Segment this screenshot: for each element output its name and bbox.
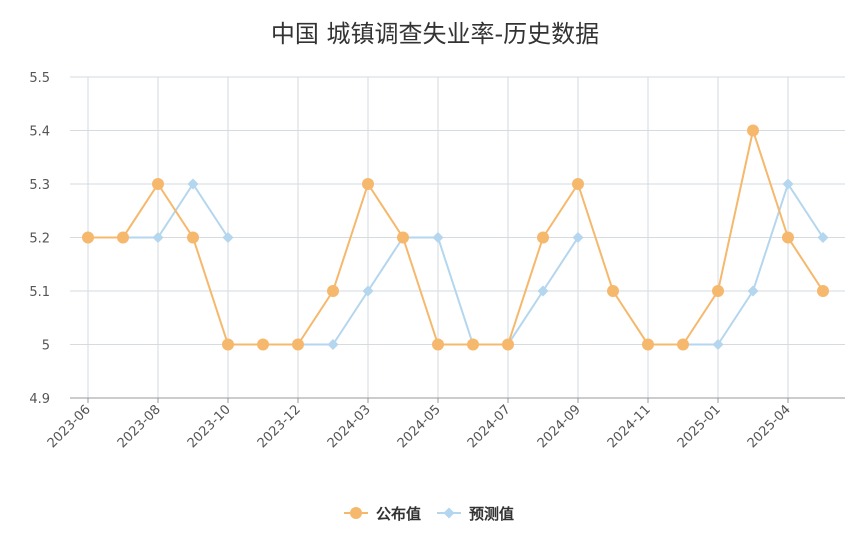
series-forecast bbox=[82, 178, 829, 350]
y-tick-label: 5.1 bbox=[29, 285, 50, 300]
data-point[interactable] bbox=[642, 338, 654, 351]
data-point[interactable] bbox=[747, 124, 759, 137]
data-point[interactable] bbox=[502, 338, 514, 351]
y-tick-label: 4.9 bbox=[29, 392, 50, 407]
data-point[interactable] bbox=[782, 178, 794, 190]
data-point[interactable] bbox=[257, 338, 269, 351]
data-point[interactable] bbox=[222, 338, 234, 351]
legend-label: 公布值 bbox=[376, 505, 421, 523]
data-point[interactable] bbox=[152, 178, 164, 190]
data-point[interactable] bbox=[187, 231, 199, 244]
data-point[interactable] bbox=[607, 285, 619, 297]
data-point[interactable] bbox=[817, 232, 829, 243]
data-point[interactable] bbox=[327, 285, 339, 297]
data-point[interactable] bbox=[572, 232, 584, 243]
data-point[interactable] bbox=[432, 232, 444, 243]
series-line bbox=[88, 129, 824, 346]
data-point[interactable] bbox=[292, 338, 304, 351]
data-point[interactable] bbox=[677, 338, 689, 351]
data-point[interactable] bbox=[152, 232, 164, 243]
y-tick-label: 5.2 bbox=[29, 232, 50, 247]
series-area bbox=[82, 124, 829, 351]
x-tick-label: 2024-11 bbox=[605, 402, 654, 451]
data-point[interactable] bbox=[817, 285, 829, 297]
data-point[interactable] bbox=[362, 285, 374, 297]
x-tick-label: 2025-01 bbox=[675, 402, 724, 451]
series-line bbox=[88, 183, 824, 346]
x-tick-label: 2023-12 bbox=[255, 402, 304, 451]
legend-marker bbox=[350, 507, 362, 519]
x-tick-label: 2023-08 bbox=[115, 402, 164, 451]
x-tick-label: 2024-03 bbox=[325, 402, 374, 451]
x-tick-label: 2024-09 bbox=[535, 402, 584, 451]
chart-title: 中国 城镇调查失业率-历史数据 bbox=[271, 20, 599, 48]
data-point[interactable] bbox=[82, 231, 94, 244]
data-point[interactable] bbox=[712, 285, 724, 297]
y-tick-label: 5.3 bbox=[29, 178, 50, 193]
legend: 公布值 预测值 bbox=[344, 505, 514, 523]
y-tick-label: 5 bbox=[42, 339, 50, 354]
legend-label: 预测值 bbox=[469, 505, 514, 523]
data-point[interactable] bbox=[572, 178, 584, 190]
legend-item-published[interactable]: 公布值 bbox=[344, 505, 421, 523]
data-point[interactable] bbox=[432, 338, 444, 351]
data-point[interactable] bbox=[467, 338, 479, 351]
data-point[interactable] bbox=[747, 285, 759, 297]
data-point[interactable] bbox=[537, 285, 549, 297]
legend-marker bbox=[443, 507, 455, 519]
legend-item-forecast[interactable]: 预测值 bbox=[437, 505, 514, 523]
x-tick-label: 2023-10 bbox=[185, 402, 234, 451]
data-point[interactable] bbox=[537, 231, 549, 244]
series-published bbox=[82, 124, 829, 351]
data-point[interactable] bbox=[117, 231, 129, 244]
data-point[interactable] bbox=[362, 178, 374, 190]
data-point[interactable] bbox=[327, 339, 339, 350]
y-tick-label: 5.4 bbox=[29, 125, 50, 140]
data-point[interactable] bbox=[187, 178, 199, 190]
data-point[interactable] bbox=[222, 232, 234, 243]
data-point[interactable] bbox=[782, 231, 794, 244]
x-tick-label: 2023-06 bbox=[45, 402, 94, 451]
y-tick-label: 5.5 bbox=[29, 71, 50, 86]
x-tick-label: 2024-05 bbox=[395, 402, 444, 451]
x-tick-label: 2025-04 bbox=[745, 402, 794, 451]
data-point[interactable] bbox=[712, 339, 724, 350]
data-point[interactable] bbox=[397, 231, 409, 244]
x-tick-label: 2024-07 bbox=[465, 402, 514, 451]
